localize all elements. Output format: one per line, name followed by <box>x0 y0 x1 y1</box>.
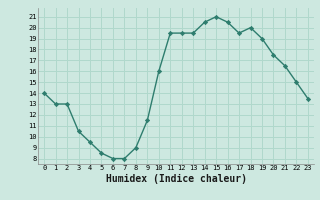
X-axis label: Humidex (Indice chaleur): Humidex (Indice chaleur) <box>106 174 246 184</box>
